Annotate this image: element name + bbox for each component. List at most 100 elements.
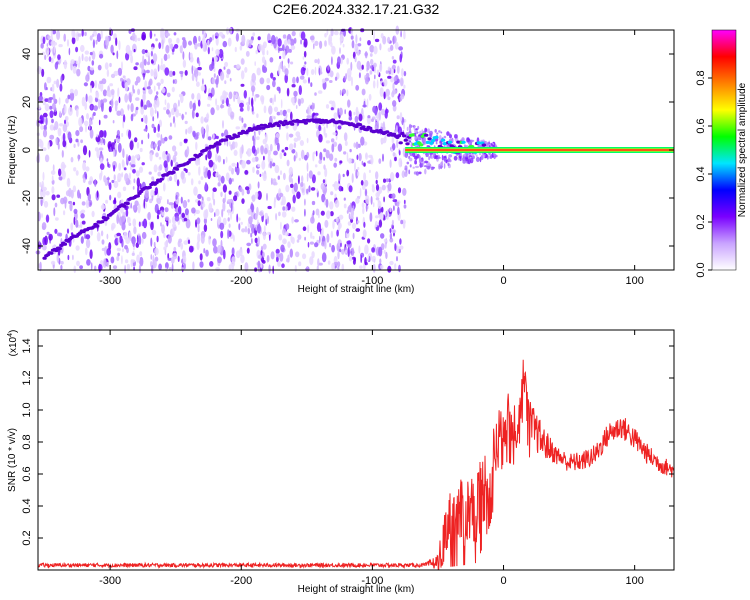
noise-blob — [75, 219, 79, 228]
noise-blob — [200, 176, 204, 181]
noise-blob — [262, 260, 266, 264]
noise-blob — [194, 42, 198, 50]
noise-blob — [104, 179, 108, 187]
noise-blob — [141, 63, 145, 74]
noise-blob — [389, 207, 392, 213]
noise-blob — [412, 166, 415, 169]
noise-blob — [392, 143, 396, 151]
noise-blob — [225, 97, 229, 107]
y-tick-label: 0.8 — [21, 434, 33, 449]
noise-blob — [114, 100, 119, 107]
noise-blob — [80, 44, 85, 53]
noise-blob — [118, 96, 121, 104]
noise-blob — [227, 208, 230, 216]
noise-blob — [132, 218, 137, 227]
noise-blob — [160, 134, 163, 144]
noise-blob — [396, 115, 400, 120]
noise-blob — [96, 232, 101, 242]
noise-blob — [141, 162, 145, 166]
noise-blob — [409, 157, 413, 162]
noise-blob — [417, 136, 421, 141]
noise-blob — [270, 251, 275, 260]
noise-blob — [314, 242, 319, 248]
noise-blob — [245, 50, 250, 57]
noise-blob — [304, 236, 306, 241]
noise-blob — [134, 137, 138, 143]
noise-blob — [277, 38, 282, 47]
noise-blob — [341, 263, 345, 271]
noise-blob — [173, 78, 178, 85]
noise-blob — [475, 156, 480, 163]
noise-blob — [172, 252, 178, 260]
noise-blob — [285, 45, 290, 54]
noise-blob — [180, 242, 184, 250]
noise-blob — [48, 56, 52, 62]
noise-blob — [157, 209, 161, 215]
noise-blob — [279, 170, 283, 176]
noise-blob — [279, 61, 283, 69]
noise-blob — [159, 164, 163, 171]
noise-blob — [300, 39, 303, 45]
noise-blob — [325, 104, 330, 109]
noise-blob — [274, 164, 280, 174]
noise-blob — [350, 61, 353, 71]
noise-blob — [198, 166, 201, 176]
noise-blob — [182, 39, 187, 49]
noise-blob — [53, 80, 57, 85]
noise-blob — [60, 75, 63, 84]
noise-blob — [239, 107, 244, 112]
noise-blob — [246, 189, 250, 195]
noise-blob — [164, 136, 168, 142]
noise-blob — [251, 97, 254, 108]
noise-blob — [142, 93, 147, 101]
noise-blob — [51, 29, 57, 35]
noise-blob — [160, 64, 163, 71]
noise-blob — [172, 145, 177, 152]
noise-blob — [403, 30, 406, 40]
noise-blob — [231, 178, 234, 182]
noise-blob — [260, 261, 263, 269]
noise-blob — [196, 240, 200, 251]
noise-blob — [362, 184, 366, 191]
noise-blob — [172, 223, 176, 228]
noise-blob — [440, 131, 443, 134]
noise-blob — [446, 131, 450, 137]
noise-blob — [232, 234, 235, 242]
noise-blob — [332, 132, 337, 136]
noise-blob — [150, 143, 154, 149]
x-tick-label: -100 — [361, 275, 383, 287]
noise-blob — [135, 170, 140, 177]
noise-blob — [380, 243, 385, 251]
noise-blob — [104, 220, 108, 227]
noise-blob — [254, 61, 256, 66]
noise-blob — [286, 87, 290, 97]
colorbar-tick-label: 0.4 — [695, 166, 707, 181]
noise-blob — [427, 128, 430, 133]
noise-blob — [111, 179, 115, 184]
noise-blob — [154, 247, 159, 256]
noise-blob — [271, 162, 276, 167]
trace-mark — [425, 140, 431, 144]
noise-blob — [253, 81, 256, 86]
noise-blob — [85, 199, 90, 209]
noise-blob — [225, 172, 230, 181]
noise-blob — [374, 215, 379, 219]
noise-blob — [56, 78, 60, 88]
noise-blob — [303, 50, 307, 58]
noise-blob — [207, 46, 210, 55]
noise-blob — [117, 191, 122, 199]
noise-blob — [77, 189, 80, 199]
noise-blob — [87, 193, 92, 201]
spectrogram-y-label: Frequency (Hz) — [7, 116, 18, 185]
noise-blob — [308, 185, 311, 193]
noise-blob — [134, 80, 139, 86]
noise-blob — [285, 184, 290, 193]
noise-blob — [322, 179, 326, 184]
noise-blob — [45, 87, 48, 91]
noise-blob — [346, 68, 352, 78]
noise-blob — [316, 265, 319, 271]
noise-blob — [137, 37, 141, 42]
noise-blob — [241, 117, 244, 123]
noise-blob — [211, 77, 216, 85]
noise-blob — [333, 162, 338, 168]
